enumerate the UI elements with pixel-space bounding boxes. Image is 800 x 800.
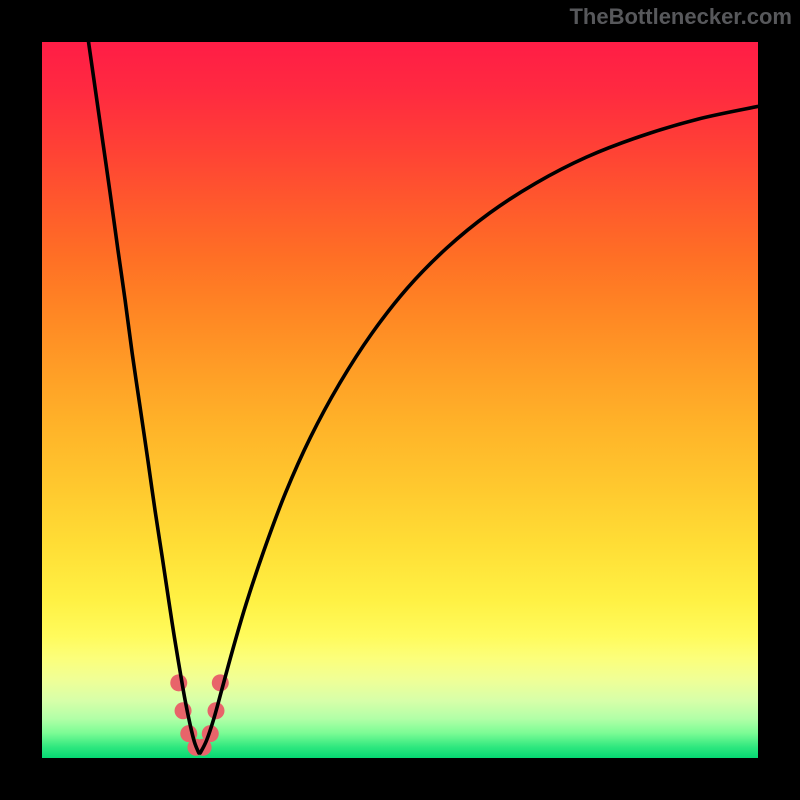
right-curve	[200, 106, 758, 753]
left-curve	[89, 42, 199, 753]
markers-group	[170, 674, 229, 755]
curves-layer	[42, 42, 758, 758]
watermark-text: TheBottlenecker.com	[569, 4, 792, 30]
plot-area	[42, 42, 758, 758]
chart-container: TheBottlenecker.com	[0, 0, 800, 800]
